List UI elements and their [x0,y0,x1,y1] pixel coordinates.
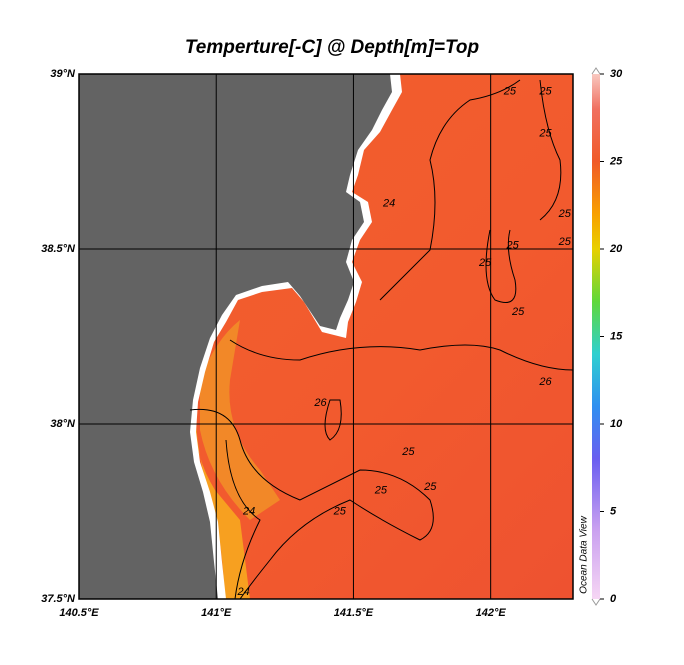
contour-label: 25 [503,85,517,97]
contour-label: 25 [511,306,525,318]
map-area [79,74,573,599]
colorbar-tick-label: 25 [609,155,623,167]
contour-label: 25 [558,208,572,220]
contour-label: 24 [382,197,395,209]
warm-coastal-water [194,400,250,599]
contour-line [229,339,573,371]
colorbar-tick-label: 30 [610,68,623,80]
watermark: Ocean Data View [579,515,590,593]
coastal-water [200,320,280,520]
contour-line [485,229,517,303]
x-tick-label: 142°E [476,607,507,619]
colorbar-tick-label: 20 [609,243,623,255]
x-tick-label: 141°E [201,607,232,619]
contour-label: 25 [333,505,347,517]
colorbar-tick-label: 15 [610,330,623,342]
contour-line [379,79,521,301]
plot-frame [78,73,574,600]
contour-label: 25 [423,481,437,493]
colorbar-tick-label: 0 [610,593,617,605]
y-tick-label: 37.5°N [41,593,76,605]
contour-label: 24 [242,505,255,517]
contour-line [539,79,562,221]
colorbar-tick-label: 5 [610,505,617,517]
land [79,74,392,599]
x-tick-label: 140.5°E [59,607,99,619]
colorbar-tick-label: 10 [610,418,623,430]
contour-label: 25 [401,446,415,458]
contour-label: 24 [237,586,250,598]
contour-label: 26 [538,376,552,388]
contour-label: 25 [505,239,519,251]
x-tick-label: 141.5°E [334,607,374,619]
contour-line [189,408,434,599]
contour-line [225,439,261,599]
contour-line [324,399,342,441]
chart-title: Temperture[-C] @ Depth[m]=Top [185,37,479,58]
colorbar [592,74,600,599]
contour-label: 25 [558,236,572,248]
colorbar-arrows [591,67,601,606]
y-tick-label: 38°N [50,418,76,430]
contour-label: 25 [538,85,552,97]
contour-label: 25 [538,127,552,139]
y-tick-label: 39°N [50,68,76,80]
contour-label: 25 [478,257,492,269]
y-tick-label: 38.5°N [41,243,76,255]
contour-label: 26 [313,397,327,409]
contour-label: 25 [374,484,388,496]
